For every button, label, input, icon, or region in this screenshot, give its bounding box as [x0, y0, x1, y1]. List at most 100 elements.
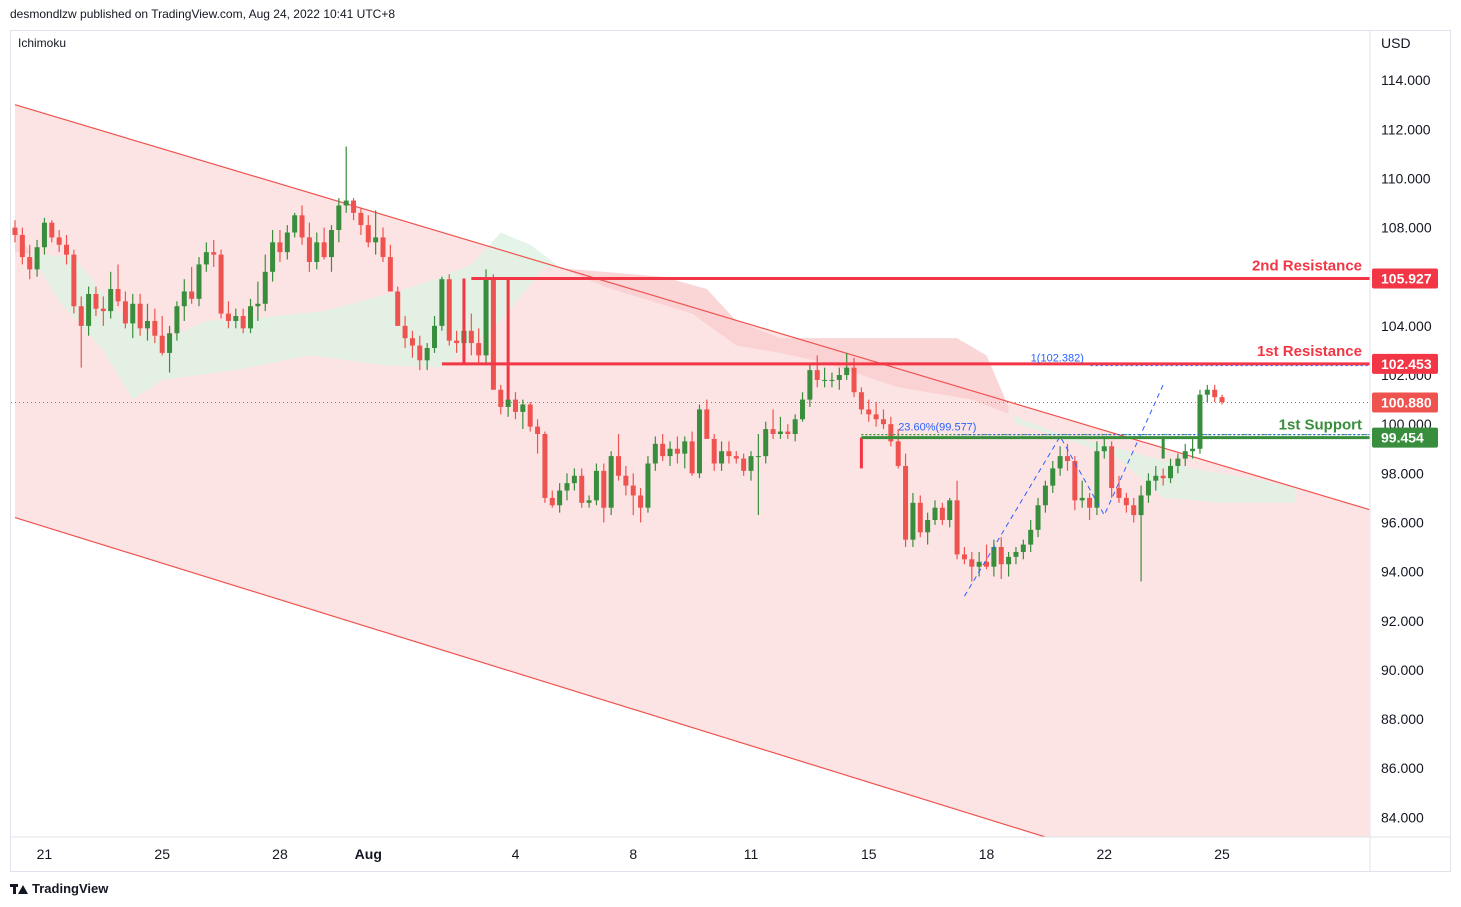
time-tick-label: 8 — [629, 846, 637, 862]
time-axis[interactable]: 21 25 28 Aug 4 8 11 15 18 22 25 — [37, 846, 1230, 862]
candle — [873, 402, 879, 427]
candle — [969, 551, 975, 582]
candle — [1087, 492, 1093, 521]
candle-body — [358, 212, 364, 226]
price-tick-label: 84.000 — [1381, 809, 1424, 825]
price-tick-label: 110.000 — [1381, 170, 1431, 186]
candle — [1219, 394, 1225, 405]
candle — [696, 404, 702, 479]
candle-body — [454, 340, 460, 344]
tradingview-footer[interactable]: TradingView — [10, 881, 108, 896]
candle-body — [292, 215, 298, 233]
candle-body — [748, 456, 754, 471]
price-tick-label: 86.000 — [1381, 760, 1424, 776]
candle-body — [64, 244, 70, 255]
candle-body — [527, 404, 533, 427]
candle — [380, 227, 386, 262]
candle-body — [12, 227, 18, 235]
candle — [1057, 446, 1063, 476]
candle-body — [851, 367, 857, 393]
currency-label: USD — [1381, 35, 1411, 51]
candle-body — [1035, 505, 1041, 530]
candle-body — [137, 303, 143, 329]
candle-body — [1219, 397, 1225, 403]
candle — [667, 441, 673, 466]
candle-body — [395, 291, 401, 326]
candle — [1123, 492, 1129, 513]
candle — [719, 441, 725, 471]
candle — [336, 198, 342, 243]
candle — [490, 274, 496, 390]
candle-body — [432, 325, 438, 348]
candle-body — [1079, 497, 1085, 501]
candle-body — [174, 306, 180, 334]
candle-body — [159, 335, 165, 353]
candle-body — [961, 554, 967, 560]
candle-body — [1190, 448, 1196, 452]
candle-body — [1175, 458, 1181, 466]
candle-body — [549, 497, 555, 506]
candle-body — [483, 279, 489, 356]
candle — [19, 227, 25, 265]
candle — [454, 330, 460, 353]
candle — [159, 316, 165, 356]
candle-body — [1123, 497, 1129, 506]
candle-body — [402, 325, 408, 339]
candle-body — [873, 414, 879, 420]
candle — [1020, 539, 1026, 560]
candle-body — [616, 456, 622, 476]
candle-body — [108, 289, 114, 312]
candle-body — [520, 404, 526, 412]
candle — [903, 453, 909, 548]
channel-band — [15, 104, 1370, 837]
candle-body — [306, 237, 312, 262]
candle — [623, 465, 629, 496]
candle-body — [880, 419, 886, 425]
candle-body — [1028, 529, 1034, 545]
candle — [122, 291, 128, 329]
price-axis[interactable]: 84.000 86.000 88.000 90.000 92.000 94.000 96.0… — [1372, 72, 1438, 825]
candle-body — [800, 399, 806, 420]
candle — [527, 402, 533, 432]
candle-body — [836, 375, 842, 380]
candle — [130, 293, 136, 339]
candle — [888, 416, 894, 447]
candle — [108, 271, 114, 319]
candle — [432, 316, 438, 353]
candle-body — [1153, 475, 1159, 481]
candle-body — [807, 370, 813, 400]
candle — [674, 436, 680, 464]
candle-body — [770, 429, 776, 434]
candle-body — [34, 247, 40, 270]
candle — [586, 495, 592, 508]
candle-body — [564, 483, 570, 491]
2nd-resistance-price-badge: 105.927 — [1372, 268, 1438, 289]
candle-body — [262, 271, 268, 304]
candle — [328, 225, 334, 272]
candle-body — [255, 303, 261, 307]
candle — [167, 325, 173, 373]
candle — [1101, 436, 1107, 459]
candle — [616, 434, 622, 481]
time-tick-label: Aug — [355, 846, 382, 862]
fib-level-label: 23.60%(99.577) — [898, 422, 976, 434]
time-tick-label: 25 — [1214, 846, 1230, 862]
candle-body — [439, 279, 445, 326]
fibonacci-extension-path — [964, 384, 1164, 597]
time-tick-label: 4 — [512, 846, 520, 862]
candle — [446, 274, 452, 346]
candle — [270, 230, 276, 282]
1st-resistance-price-badge: 102.453 — [1372, 353, 1438, 374]
candle-body — [571, 475, 577, 484]
candle-body — [755, 456, 761, 458]
indicator-label[interactable]: Ichimoku — [18, 36, 67, 50]
2nd-resistance-price-badge-bg — [1372, 268, 1438, 289]
candle — [726, 441, 732, 464]
price-tick-label: 92.000 — [1381, 613, 1424, 629]
candle — [1160, 468, 1166, 486]
candle — [211, 239, 217, 267]
candle — [829, 372, 835, 388]
candle — [910, 492, 916, 548]
candle — [424, 343, 430, 371]
